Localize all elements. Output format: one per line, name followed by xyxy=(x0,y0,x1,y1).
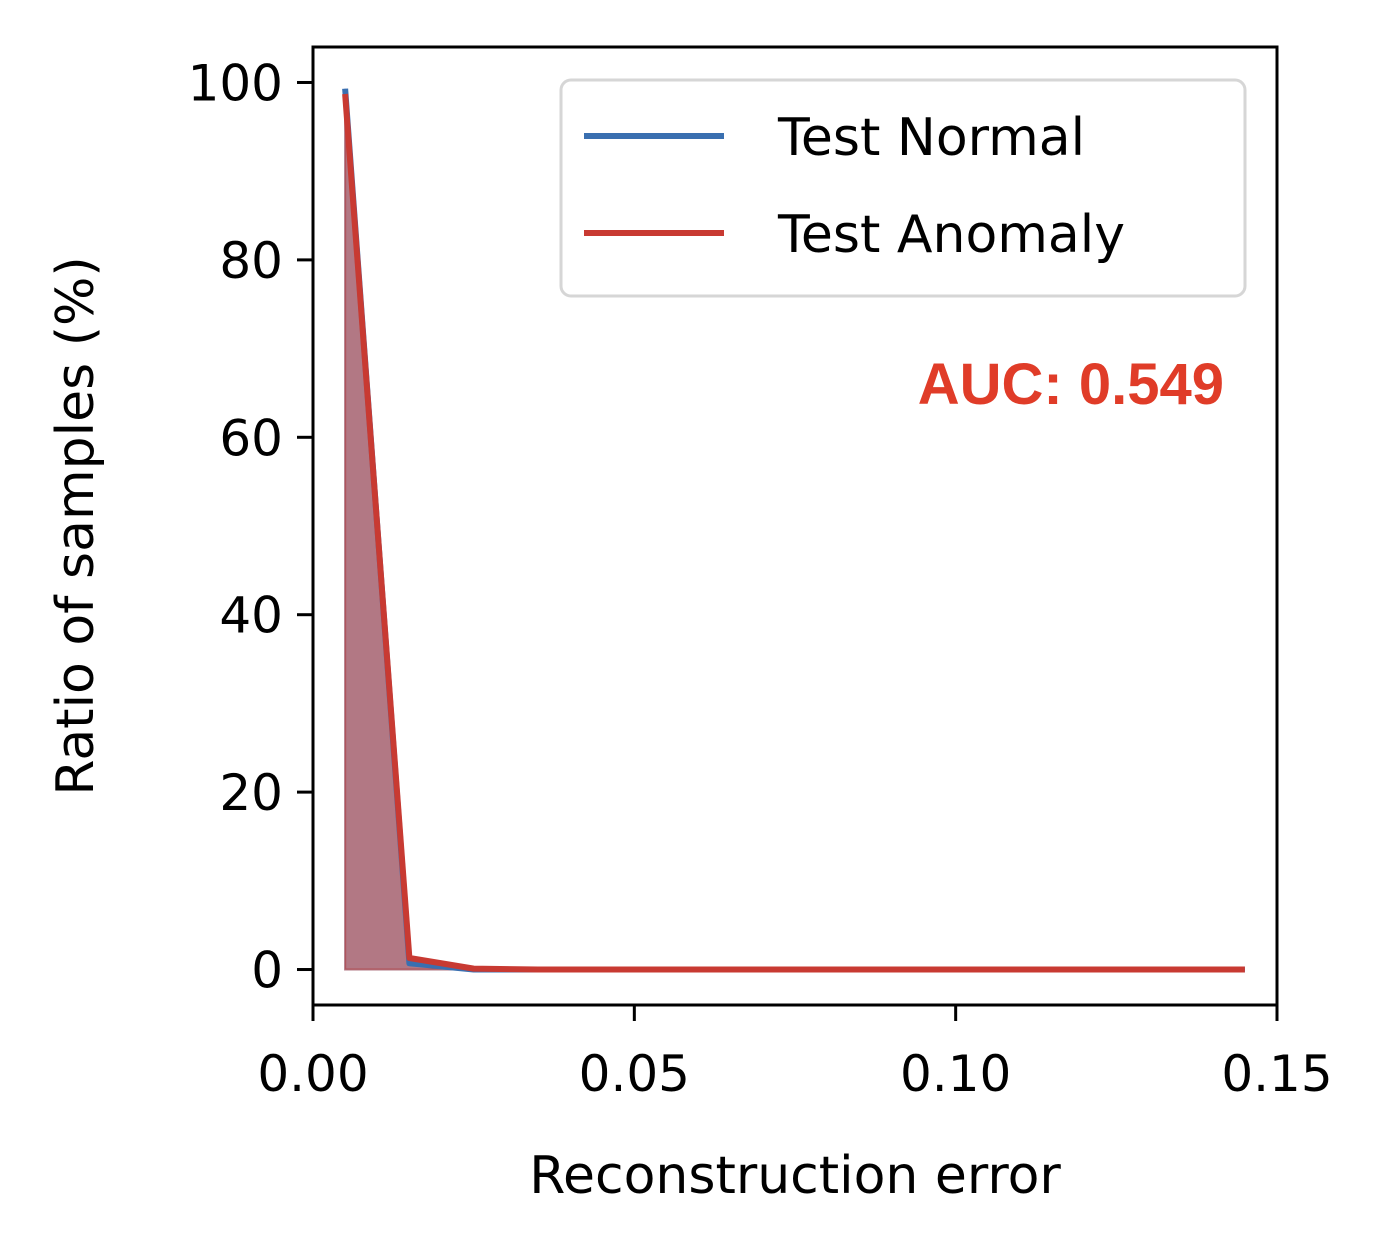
series-lines xyxy=(342,88,1245,973)
x-axis: 0.00 0.05 0.10 0.15 xyxy=(257,1005,1333,1103)
plot-frame xyxy=(311,45,1279,1007)
y-tick-label: 60 xyxy=(219,409,283,467)
y-tick-label: 100 xyxy=(188,54,283,112)
legend-label-test-anomaly: Test Anomaly xyxy=(777,205,1125,265)
x-tick-label: 0.00 xyxy=(257,1045,368,1103)
auc-annotation: AUC: 0.549 xyxy=(918,352,1224,417)
y-axis: 0 20 40 60 80 100 xyxy=(188,54,313,1000)
legend: Test Normal Test Anomaly xyxy=(559,78,1247,298)
x-tick-label: 0.05 xyxy=(579,1045,690,1103)
y-tick-label: 80 xyxy=(219,232,283,290)
y-tick-label: 40 xyxy=(219,587,283,645)
y-tick-label: 0 xyxy=(251,942,283,1000)
y-tick-label: 20 xyxy=(219,764,283,822)
x-tick-label: 0.10 xyxy=(900,1045,1011,1103)
series-line-test-anomaly xyxy=(342,93,1245,973)
x-axis-label: Reconstruction error xyxy=(529,1146,1061,1206)
legend-label-test-normal: Test Normal xyxy=(777,108,1085,168)
x-tick-label: 0.15 xyxy=(1221,1045,1332,1103)
y-axis-label: Ratio of samples (%) xyxy=(46,256,106,795)
legend-box xyxy=(559,78,1247,298)
